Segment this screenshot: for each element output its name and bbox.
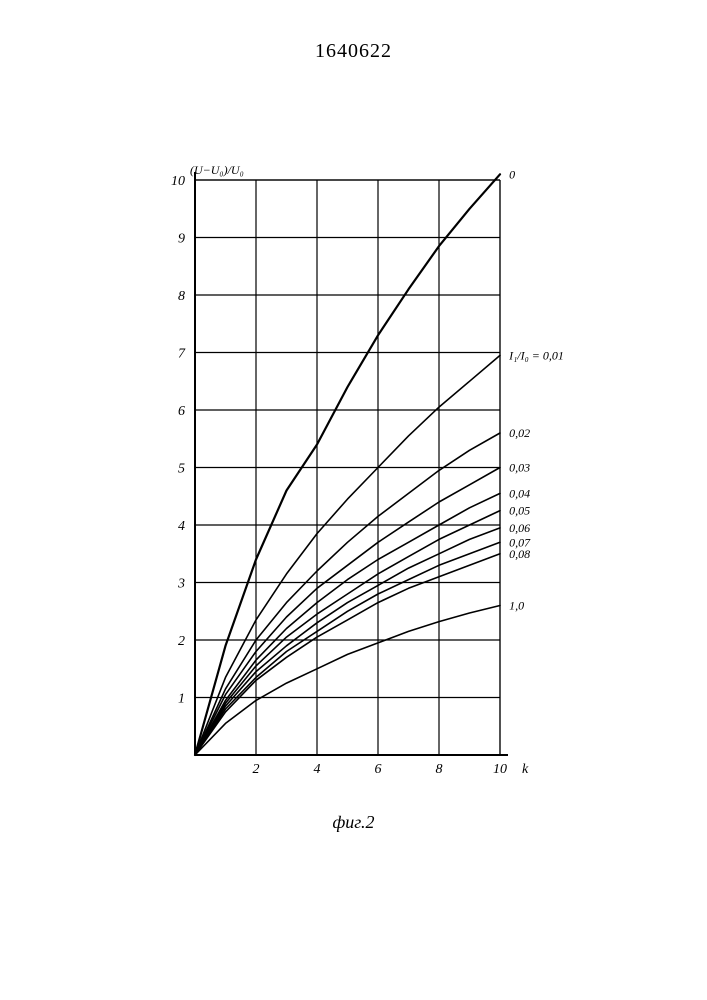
y-tick-label: 9 [178, 232, 185, 247]
line-chart: 24681012345678910(U−U₀)/U₀k0I₁/I₀ = 0,01… [150, 160, 590, 800]
x-tick-label: 2 [253, 762, 260, 777]
y-tick-label: 6 [178, 404, 185, 419]
y-tick-label: 10 [171, 174, 185, 189]
y-tick-label: 2 [178, 634, 185, 649]
y-tick-label: 5 [178, 462, 185, 477]
x-tick-label: 10 [493, 762, 507, 777]
y-tick-label: 3 [177, 577, 185, 592]
figure-caption: фиг.2 [0, 812, 707, 833]
y-tick-label: 1 [178, 692, 185, 707]
x-tick-label: 8 [436, 762, 443, 777]
series-label: 0,08 [509, 547, 530, 561]
page: 1640622 24681012345678910(U−U₀)/U₀k0I₁/I… [0, 0, 707, 1000]
x-axis-label: k [522, 762, 529, 777]
series-curve [195, 528, 500, 755]
series-label: 0,03 [509, 461, 530, 475]
series-label: I₁/I₀ = 0,01 [508, 348, 564, 362]
y-tick-label: 8 [178, 289, 185, 304]
series-label: 0,06 [509, 521, 530, 535]
y-axis-label: (U−U₀)/U₀ [190, 163, 244, 177]
y-tick-label: 7 [178, 347, 186, 362]
series-label: 1,0 [509, 599, 524, 613]
series-label: 0,05 [509, 504, 530, 518]
series-label: 0,04 [509, 486, 530, 500]
y-tick-label: 4 [178, 519, 185, 534]
document-number: 1640622 [0, 40, 707, 63]
x-tick-label: 6 [375, 762, 382, 777]
series-label: 0 [509, 167, 515, 181]
x-tick-label: 4 [314, 762, 321, 777]
chart-figure: 24681012345678910(U−U₀)/U₀k0I₁/I₀ = 0,01… [150, 160, 590, 800]
series-label: 0,02 [509, 426, 530, 440]
series-curve [195, 174, 500, 755]
